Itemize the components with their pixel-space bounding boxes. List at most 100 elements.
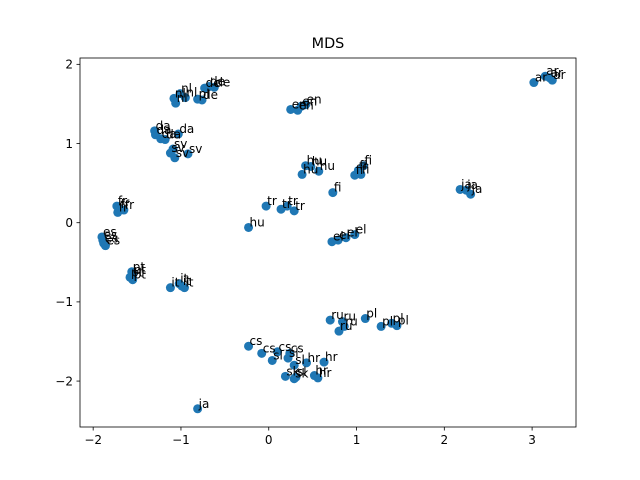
- x-tick-label: −2: [84, 433, 102, 447]
- data-point: [529, 78, 539, 88]
- data-point-label: sl: [273, 348, 283, 362]
- y-tick-label: 0: [65, 216, 73, 230]
- data-point-label: en: [307, 93, 322, 107]
- data-point-label: fi: [359, 158, 367, 172]
- data-point: [257, 348, 267, 358]
- data-point-label: sk: [286, 364, 299, 378]
- data-point: [350, 230, 360, 240]
- data-point-label: fr: [125, 198, 134, 212]
- data-point-label: sl: [295, 353, 305, 367]
- data-point: [244, 222, 254, 232]
- data-point-label: nl: [186, 86, 197, 100]
- data-point-label: ru: [340, 319, 353, 333]
- data-point: [171, 98, 181, 108]
- data-point-label: da: [166, 128, 181, 142]
- data-point-label: hu: [250, 215, 265, 229]
- data-point-label: sk: [295, 367, 308, 381]
- data-point: [170, 153, 180, 163]
- data-point: [466, 189, 476, 199]
- data-point-label: en: [302, 94, 317, 108]
- plot-frame: [79, 57, 577, 428]
- data-point: [244, 341, 254, 351]
- data-point-label: tr: [267, 194, 277, 208]
- data-point-label: sv: [171, 141, 184, 155]
- data-point-label: pl: [366, 307, 377, 321]
- data-point: [183, 149, 193, 159]
- data-point-label: ar: [551, 66, 563, 80]
- data-point-label: hu: [303, 162, 318, 176]
- x-tick-label: 0: [265, 433, 273, 447]
- data-point-label: fi: [365, 154, 373, 168]
- data-point: [273, 347, 283, 357]
- chart-title: MDS: [312, 36, 345, 52]
- data-point-label: el: [347, 226, 358, 240]
- data-point-label: pt: [133, 260, 146, 274]
- data-point-label: nl: [181, 82, 192, 96]
- data-point-label: ar: [553, 68, 565, 82]
- data-point: [297, 169, 307, 179]
- data-point-label: hu: [312, 154, 327, 168]
- data-point-label: en: [299, 98, 314, 112]
- data-point-label: fr: [119, 200, 128, 214]
- data-point-label: pl: [398, 314, 409, 328]
- data-point-label: sl: [297, 365, 307, 379]
- data-point-label: pl: [382, 314, 393, 328]
- data-point: [165, 283, 175, 293]
- data-point: [356, 169, 366, 179]
- data-point: [313, 373, 323, 383]
- data-point-label: tr: [295, 199, 305, 213]
- data-point-label: pt: [134, 263, 147, 277]
- data-point-label: it: [180, 272, 188, 286]
- data-point-label: pt: [131, 265, 144, 279]
- data-point-label: da: [179, 122, 194, 136]
- data-point-label: hr: [307, 351, 320, 365]
- data-point: [301, 100, 311, 110]
- data-point-label: sv: [174, 137, 187, 151]
- x-tick-label: −1: [172, 433, 190, 447]
- data-point-label: pl: [393, 311, 404, 325]
- data-point-label: el: [356, 223, 367, 237]
- data-point: [306, 161, 316, 171]
- data-point: [173, 129, 183, 139]
- data-point: [113, 207, 123, 217]
- data-point-label: hr: [315, 364, 328, 378]
- data-point-label: cs: [250, 334, 263, 348]
- data-point: [325, 315, 335, 325]
- point-labels: ar arararplnlnlnlnldedededeenenenendadada…: [103, 64, 566, 411]
- data-point-label: da: [156, 119, 171, 133]
- data-point: [289, 360, 299, 370]
- data-point: [286, 104, 296, 114]
- data-point-label: el: [339, 228, 350, 242]
- data-point-label: hu: [307, 154, 322, 168]
- x-tick-label: 3: [528, 433, 536, 447]
- data-point: [160, 135, 170, 145]
- x-tick-label: 1: [353, 433, 361, 447]
- data-point: [341, 233, 351, 243]
- data-point: [376, 321, 386, 331]
- data-point: [334, 326, 344, 336]
- data-point-label: ar: [546, 64, 558, 78]
- data-point: [276, 204, 286, 214]
- data-point-label: en: [292, 97, 307, 111]
- data-point: [291, 372, 301, 382]
- data-point-label: ru: [343, 310, 356, 324]
- data-point-label: es: [104, 228, 118, 242]
- data-point-label: cs: [263, 341, 276, 355]
- data-point-label: de: [210, 75, 225, 89]
- data-point: [319, 357, 329, 367]
- data-point-label: tr: [282, 197, 292, 211]
- y-tick-label: −2: [55, 374, 73, 388]
- data-point: [180, 93, 190, 103]
- data-point-label: ru: [345, 314, 358, 328]
- data-point-label: ja: [460, 177, 472, 191]
- data-point-label: sv: [176, 146, 189, 160]
- data-point-label: fi: [334, 181, 342, 195]
- data-point-label: cs: [279, 340, 292, 354]
- y-tick-label: −1: [55, 295, 73, 309]
- data-point-label: ja: [471, 182, 483, 196]
- data-points: [97, 71, 557, 414]
- data-point-label: fi: [362, 162, 370, 176]
- data-point-label: de: [206, 76, 221, 90]
- data-point-label: hr: [319, 366, 332, 380]
